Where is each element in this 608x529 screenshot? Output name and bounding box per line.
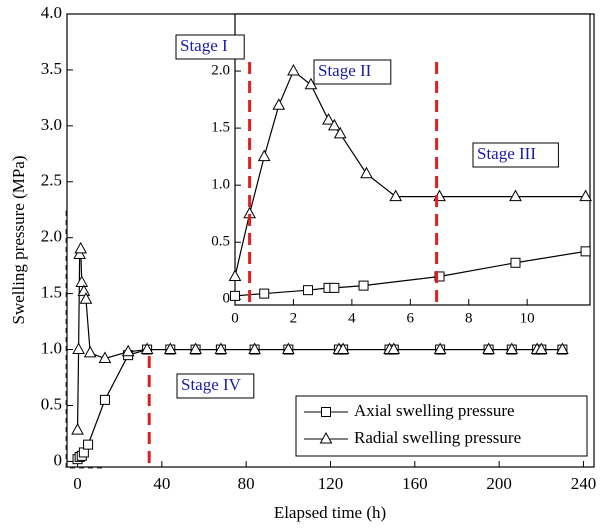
stage-label-text: Stage IV — [181, 375, 242, 394]
legend-label: Radial swelling pressure — [354, 428, 521, 447]
marker — [83, 439, 94, 450]
marker — [505, 342, 519, 355]
marker — [230, 290, 240, 301]
marker — [434, 271, 445, 282]
marker — [140, 342, 154, 355]
stage-label-box — [472, 142, 559, 168]
x-tick-label: 160 — [402, 474, 428, 493]
x-axis-label: Elapsed time (h) — [274, 503, 386, 522]
x-tick-label: 6 — [407, 310, 415, 326]
marker — [99, 394, 110, 405]
y-tick-label: 0.5 — [211, 234, 230, 250]
marker — [387, 342, 401, 355]
stage-label: Stage III — [472, 142, 559, 168]
marker — [74, 241, 88, 254]
marker — [281, 342, 295, 355]
x-tick-label: 240 — [571, 474, 597, 493]
stage-label-box — [175, 34, 245, 60]
marker — [556, 342, 569, 355]
marker — [121, 344, 135, 357]
x-tick-label: 0 — [231, 310, 239, 326]
marker — [389, 189, 403, 202]
marker — [189, 342, 202, 355]
x-tick-label: 4 — [348, 310, 356, 326]
marker — [79, 292, 93, 304]
y-tick-label: 1.5 — [211, 120, 230, 136]
y-tick-label: 2.0 — [41, 227, 62, 246]
y-tick-label: 1.0 — [211, 177, 230, 193]
y-tick-label: 1.5 — [41, 283, 62, 302]
y-tick-label: 2.5 — [41, 171, 62, 190]
marker — [228, 269, 242, 281]
x-tick-label: 200 — [486, 474, 512, 493]
stage-label-box — [176, 373, 255, 399]
marker — [433, 342, 447, 355]
marker — [72, 342, 85, 355]
marker — [71, 423, 84, 435]
marker — [75, 275, 89, 287]
marker — [358, 280, 369, 291]
y-tick-label: 3.5 — [41, 59, 62, 78]
legend-marker — [319, 431, 333, 444]
marker — [360, 166, 373, 179]
marker — [322, 113, 335, 125]
marker — [272, 98, 286, 110]
marker — [580, 246, 591, 257]
marker — [534, 342, 548, 355]
marker — [214, 342, 228, 355]
marker — [163, 342, 177, 355]
y-tick-label: 4.0 — [41, 3, 62, 22]
x-tick-label: 8 — [465, 310, 473, 326]
marker — [579, 189, 592, 202]
x-tick-label: 80 — [238, 474, 255, 493]
marker — [510, 257, 521, 268]
y-tick-label: 0.5 — [41, 394, 62, 413]
marker — [327, 118, 341, 131]
marker — [83, 345, 97, 358]
marker — [509, 189, 522, 202]
marker — [333, 126, 347, 139]
stage-label: Stage IV — [176, 373, 255, 399]
y-tick-label: 3.0 — [41, 115, 62, 134]
legend-box — [295, 395, 588, 457]
legend-label: Axial swelling pressure — [354, 401, 515, 420]
marker — [77, 284, 91, 296]
stage-label-text: Stage I — [180, 36, 228, 55]
y-tick-label: 2.0 — [211, 62, 230, 78]
stage-label: Stage II — [313, 59, 392, 85]
stage-label-text: Stage III — [477, 144, 536, 163]
marker — [303, 285, 314, 296]
stage-label-box — [313, 59, 392, 85]
x-tick-label: 120 — [318, 474, 344, 493]
x-tick-label: 40 — [153, 474, 170, 493]
y-tick-label: 1.0 — [41, 338, 62, 357]
legend-marker — [321, 407, 331, 417]
stage-label-text: Stage II — [318, 61, 372, 80]
marker — [336, 342, 350, 355]
x-tick-label: 10 — [520, 310, 535, 326]
x-tick-label: 0 — [73, 474, 82, 493]
marker — [329, 282, 340, 293]
marker — [257, 149, 271, 162]
marker — [248, 342, 261, 355]
marker — [482, 342, 495, 355]
stage-label: Stage I — [175, 34, 245, 60]
y-tick-label: 0 — [54, 450, 63, 469]
marker — [73, 247, 86, 259]
marker — [98, 351, 112, 364]
marker — [259, 288, 270, 299]
x-tick-label: 2 — [290, 310, 298, 326]
y-axis-label: Swelling pressure (MPa) — [9, 155, 28, 324]
y-tick-label: 0 — [223, 291, 231, 307]
marker — [287, 64, 300, 76]
